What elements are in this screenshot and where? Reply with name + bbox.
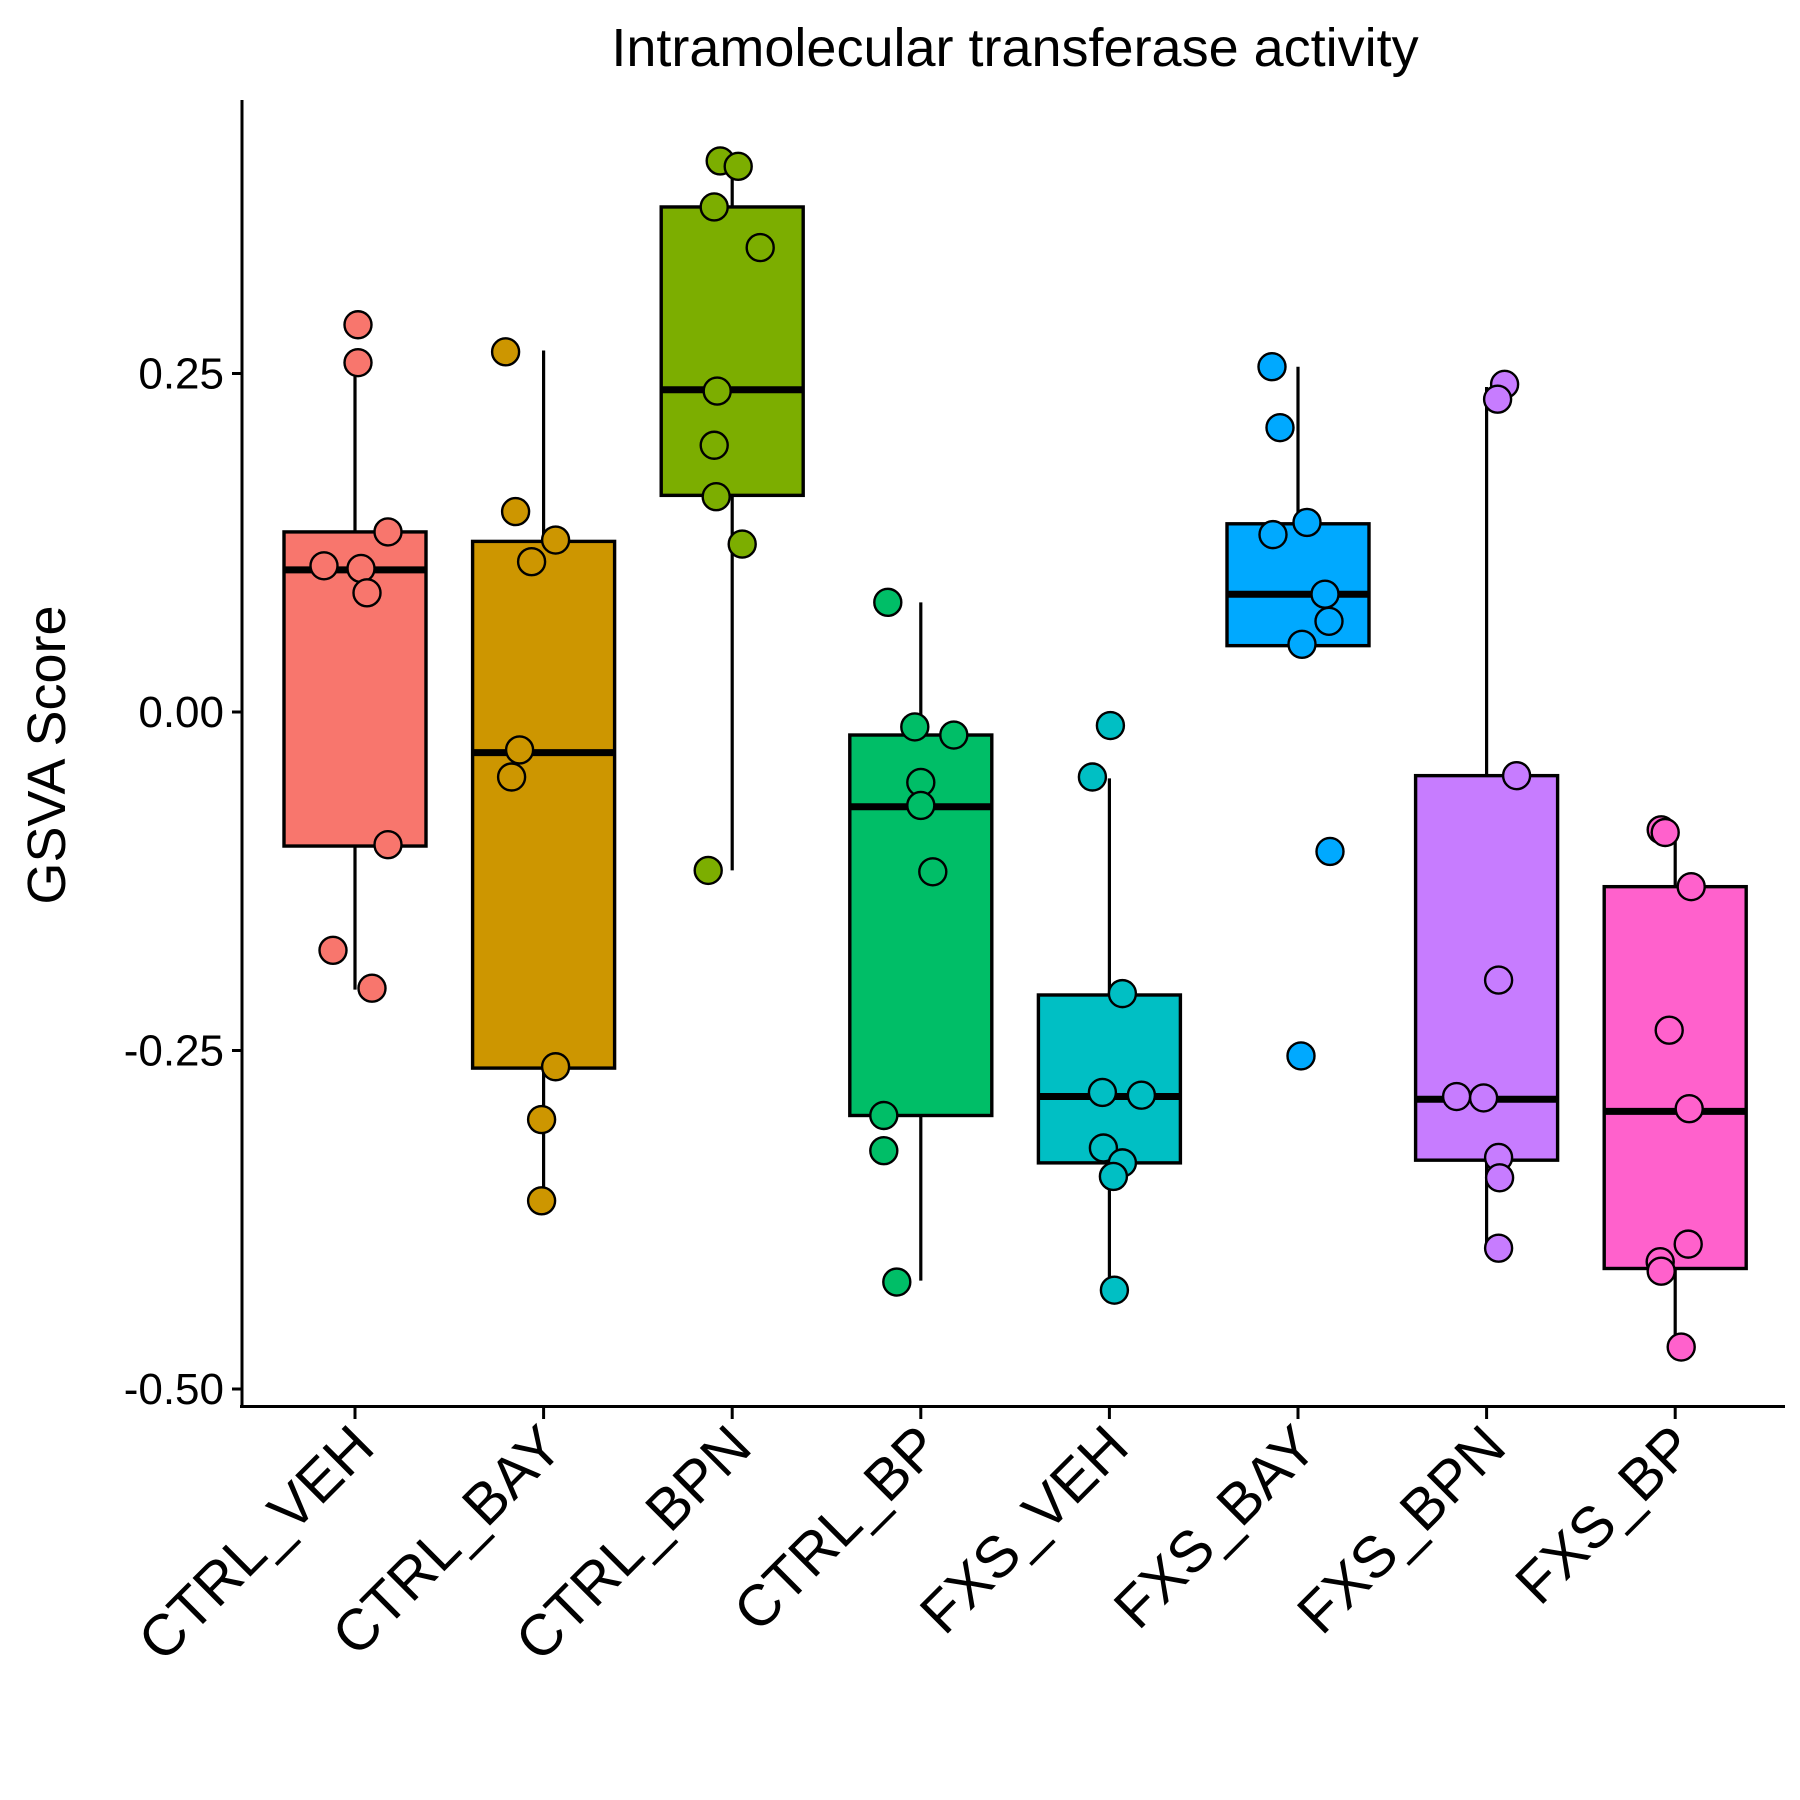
points-ctrl-bay xyxy=(490,337,571,1216)
box-fxs-bay xyxy=(1225,522,1371,648)
data-point xyxy=(701,482,731,512)
data-point xyxy=(373,517,403,547)
data-point xyxy=(1098,1161,1129,1192)
data-point xyxy=(1258,519,1288,550)
data-point xyxy=(352,578,382,608)
data-point xyxy=(1077,762,1108,792)
data-point xyxy=(906,790,936,821)
box-ctrl-veh xyxy=(282,530,428,848)
data-point xyxy=(1482,384,1513,414)
data-point xyxy=(699,192,729,222)
data-point xyxy=(1292,507,1322,538)
data-point xyxy=(693,855,723,886)
data-point xyxy=(346,553,376,584)
data-point xyxy=(526,1186,557,1216)
data-point xyxy=(1654,1015,1684,1045)
data-point xyxy=(504,735,535,765)
data-point xyxy=(1673,1229,1703,1259)
points-ctrl-bp xyxy=(869,587,969,1297)
data-point xyxy=(343,310,373,340)
y-tick-label: -0.25 xyxy=(124,1027,224,1076)
data-point xyxy=(939,720,969,750)
data-point xyxy=(496,762,527,792)
data-point xyxy=(540,525,571,555)
data-point xyxy=(1483,1233,1514,1263)
chart-title: Intramolecular transferase activity xyxy=(611,18,1418,78)
box-group-fxs-bpn xyxy=(1413,387,1560,1247)
box-group-ctrl-bpn xyxy=(659,158,805,871)
box-group-ctrl-bp xyxy=(848,602,994,1281)
data-point xyxy=(1088,1133,1119,1163)
data-point xyxy=(1310,579,1340,609)
data-point xyxy=(1441,1081,1472,1112)
data-point xyxy=(1265,412,1295,443)
points-ctrl-bpn xyxy=(693,146,775,886)
box-group-fxs-bay xyxy=(1225,366,1371,648)
data-point xyxy=(490,337,521,367)
box-ctrl-bpn xyxy=(659,205,805,498)
x-tick-label: FXS_BP xyxy=(1503,1413,1706,1616)
data-point xyxy=(1501,760,1532,791)
data-point xyxy=(869,1135,899,1166)
data-point xyxy=(1650,817,1680,848)
data-point xyxy=(1286,1041,1316,1071)
data-point xyxy=(745,232,775,263)
data-point xyxy=(727,529,757,559)
data-point xyxy=(900,712,930,742)
data-point xyxy=(1095,710,1126,741)
y-tick-label: 0.00 xyxy=(138,688,224,737)
data-point xyxy=(699,430,729,460)
data-point xyxy=(500,496,531,527)
data-point xyxy=(1484,1163,1515,1193)
data-point xyxy=(309,551,339,581)
data-point xyxy=(526,1104,557,1135)
y-tick-label: -0.50 xyxy=(124,1365,224,1414)
data-point xyxy=(1107,978,1138,1009)
x-axis-ticks: CTRL_VEHCTRL_BAYCTRL_BPNCTRL_BPFXS_VEHFX… xyxy=(126,1408,1706,1673)
data-point xyxy=(723,151,753,182)
data-point xyxy=(1315,836,1345,867)
y-tick-label: 0.25 xyxy=(138,350,224,399)
points-ctrl-veh xyxy=(309,310,403,1003)
data-point xyxy=(1099,1275,1130,1305)
box-fxs-bp xyxy=(1602,884,1748,1271)
box-group-fxs-bp xyxy=(1602,829,1748,1348)
data-point xyxy=(318,935,348,966)
data-point xyxy=(357,973,387,1003)
data-point xyxy=(1314,606,1344,636)
data-point xyxy=(1674,1094,1704,1124)
box-group-ctrl-veh xyxy=(282,359,428,990)
data-point xyxy=(343,347,373,378)
y-axis-title: GSVA Score xyxy=(17,605,77,904)
x-tick-label: FXS_BPN xyxy=(1285,1413,1518,1646)
x-tick-label: FXS_VEH xyxy=(908,1413,1141,1646)
data-point xyxy=(1257,352,1287,382)
data-point xyxy=(516,547,547,577)
points-fxs-bp xyxy=(1645,815,1706,1362)
data-point xyxy=(1468,1083,1499,1113)
data-point xyxy=(1666,1332,1696,1362)
data-point xyxy=(373,829,403,860)
data-point xyxy=(702,376,732,406)
points-fxs-bay xyxy=(1257,352,1345,1071)
data-point xyxy=(869,1100,899,1131)
plot-area xyxy=(282,146,1748,1362)
points-fxs-veh xyxy=(1077,710,1157,1305)
data-point xyxy=(1087,1077,1118,1108)
data-point xyxy=(1646,1256,1676,1286)
box-ctrl-bay xyxy=(470,539,617,1070)
points-fxs-bpn xyxy=(1441,369,1532,1263)
data-point xyxy=(1287,629,1317,659)
box-group-fxs-veh xyxy=(1036,778,1183,1288)
data-point xyxy=(1483,965,1514,995)
data-point xyxy=(873,587,903,618)
data-point xyxy=(540,1052,571,1082)
data-point xyxy=(1676,871,1706,902)
data-point xyxy=(1126,1080,1157,1110)
data-point xyxy=(918,857,948,887)
y-axis-ticks: 0.25 0.00 -0.25 -0.50 xyxy=(124,350,242,1414)
data-point xyxy=(882,1267,912,1297)
